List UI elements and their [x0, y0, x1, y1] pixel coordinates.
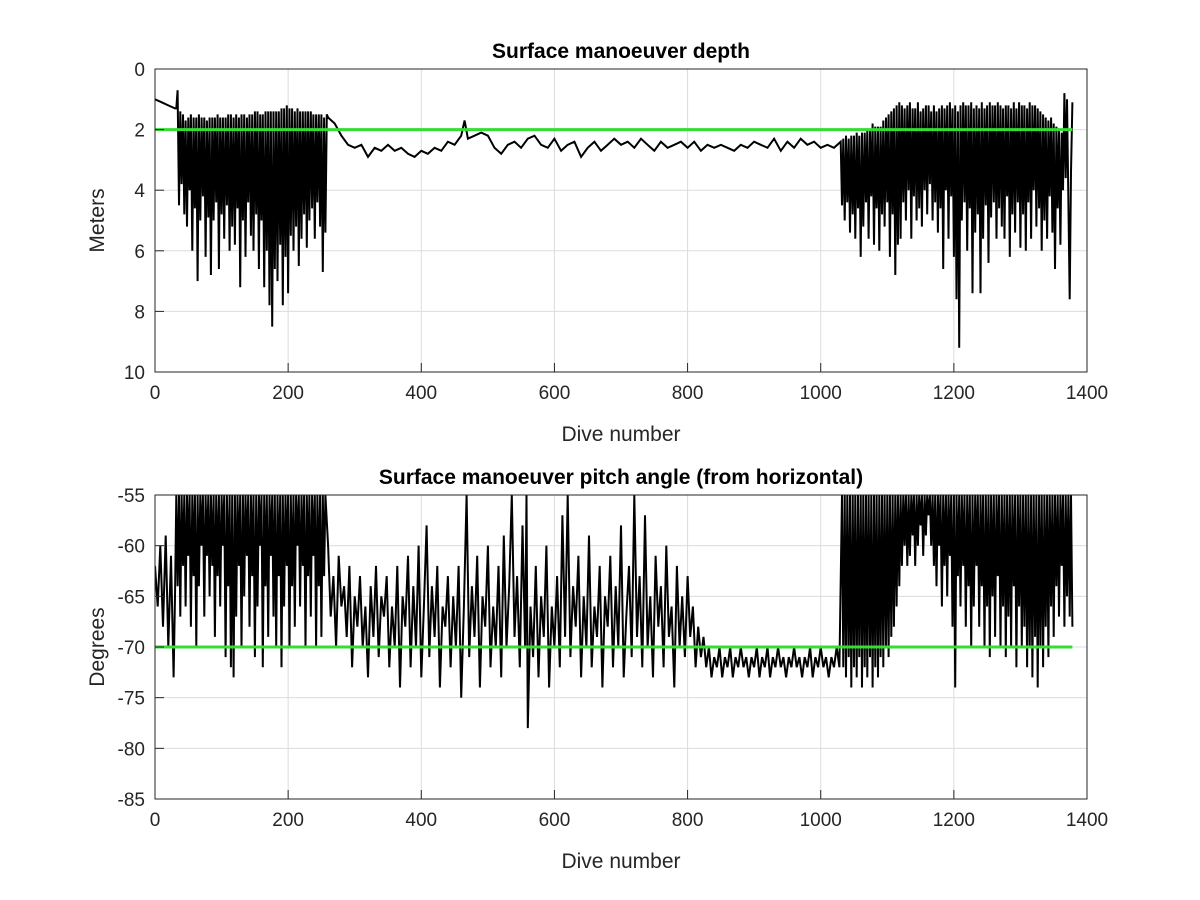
depth-ticks: 0 200 400 600 800 1000 1200 1400 0 2 4 6 8 10: [124, 60, 1108, 404]
depth-x-tick-label: 1200: [933, 383, 975, 404]
pitch-chart: Surface manoeuver pitch angle (from hori…: [86, 466, 1108, 873]
depth-y-tick-label: 10: [124, 363, 145, 384]
depth-x-axis-label: Dive number: [561, 423, 680, 446]
pitch-chart-title: Surface manoeuver pitch angle (from hori…: [379, 466, 863, 489]
depth-x-tick-label: 0: [150, 383, 161, 404]
pitch-series-line: [155, 495, 1074, 729]
depth-y-tick-label: 4: [134, 181, 145, 202]
depth-y-tick-label: 2: [134, 121, 145, 142]
pitch-x-tick-label: 1400: [1066, 810, 1108, 831]
pitch-y-tick-label: -80: [118, 739, 145, 760]
depth-chart-title: Surface manoeuver depth: [492, 40, 750, 63]
depth-axes-box: [154, 68, 1088, 373]
depth-y-tick-label: 8: [134, 302, 145, 323]
depth-chart: Surface manoeuver depth Dive number Mete…: [86, 40, 1108, 446]
pitch-x-tick-label: 0: [150, 810, 161, 831]
pitch-y-tick-label: -60: [118, 537, 145, 558]
depth-series-line: [154, 90, 1074, 348]
pitch-x-tick-label: 200: [272, 810, 304, 831]
depth-x-tick-label: 600: [539, 383, 571, 404]
pitch-x-axis-label: Dive number: [561, 850, 680, 873]
depth-y-tick-label: 0: [134, 60, 145, 81]
pitch-y-tick-label: -65: [118, 587, 145, 608]
pitch-x-tick-label: 1200: [933, 810, 975, 831]
depth-x-tick-label: 1000: [800, 383, 842, 404]
pitch-y-tick-label: -75: [118, 689, 145, 710]
depth-y-axis-label: Meters: [86, 188, 109, 252]
pitch-x-tick-label: 400: [405, 810, 437, 831]
pitch-x-tick-label: 1000: [800, 810, 842, 831]
pitch-x-tick-label: 800: [672, 810, 704, 831]
pitch-ticks: 0 200 400 600 800 1000 1200 1400 -55 -60 -65 -70 -75…: [118, 486, 1109, 831]
depth-x-tick-label: 400: [405, 383, 437, 404]
pitch-y-tick-label: -55: [118, 486, 145, 507]
depth-y-tick-label: 6: [134, 242, 145, 263]
pitch-y-tick-label: -70: [118, 638, 145, 659]
pitch-y-axis-label: Degrees: [86, 607, 109, 686]
pitch-x-tick-label: 600: [539, 810, 571, 831]
depth-x-tick-label: 1400: [1066, 383, 1108, 404]
depth-x-tick-label: 200: [272, 383, 304, 404]
depth-x-tick-label: 800: [672, 383, 704, 404]
pitch-y-tick-label: -85: [118, 790, 145, 811]
